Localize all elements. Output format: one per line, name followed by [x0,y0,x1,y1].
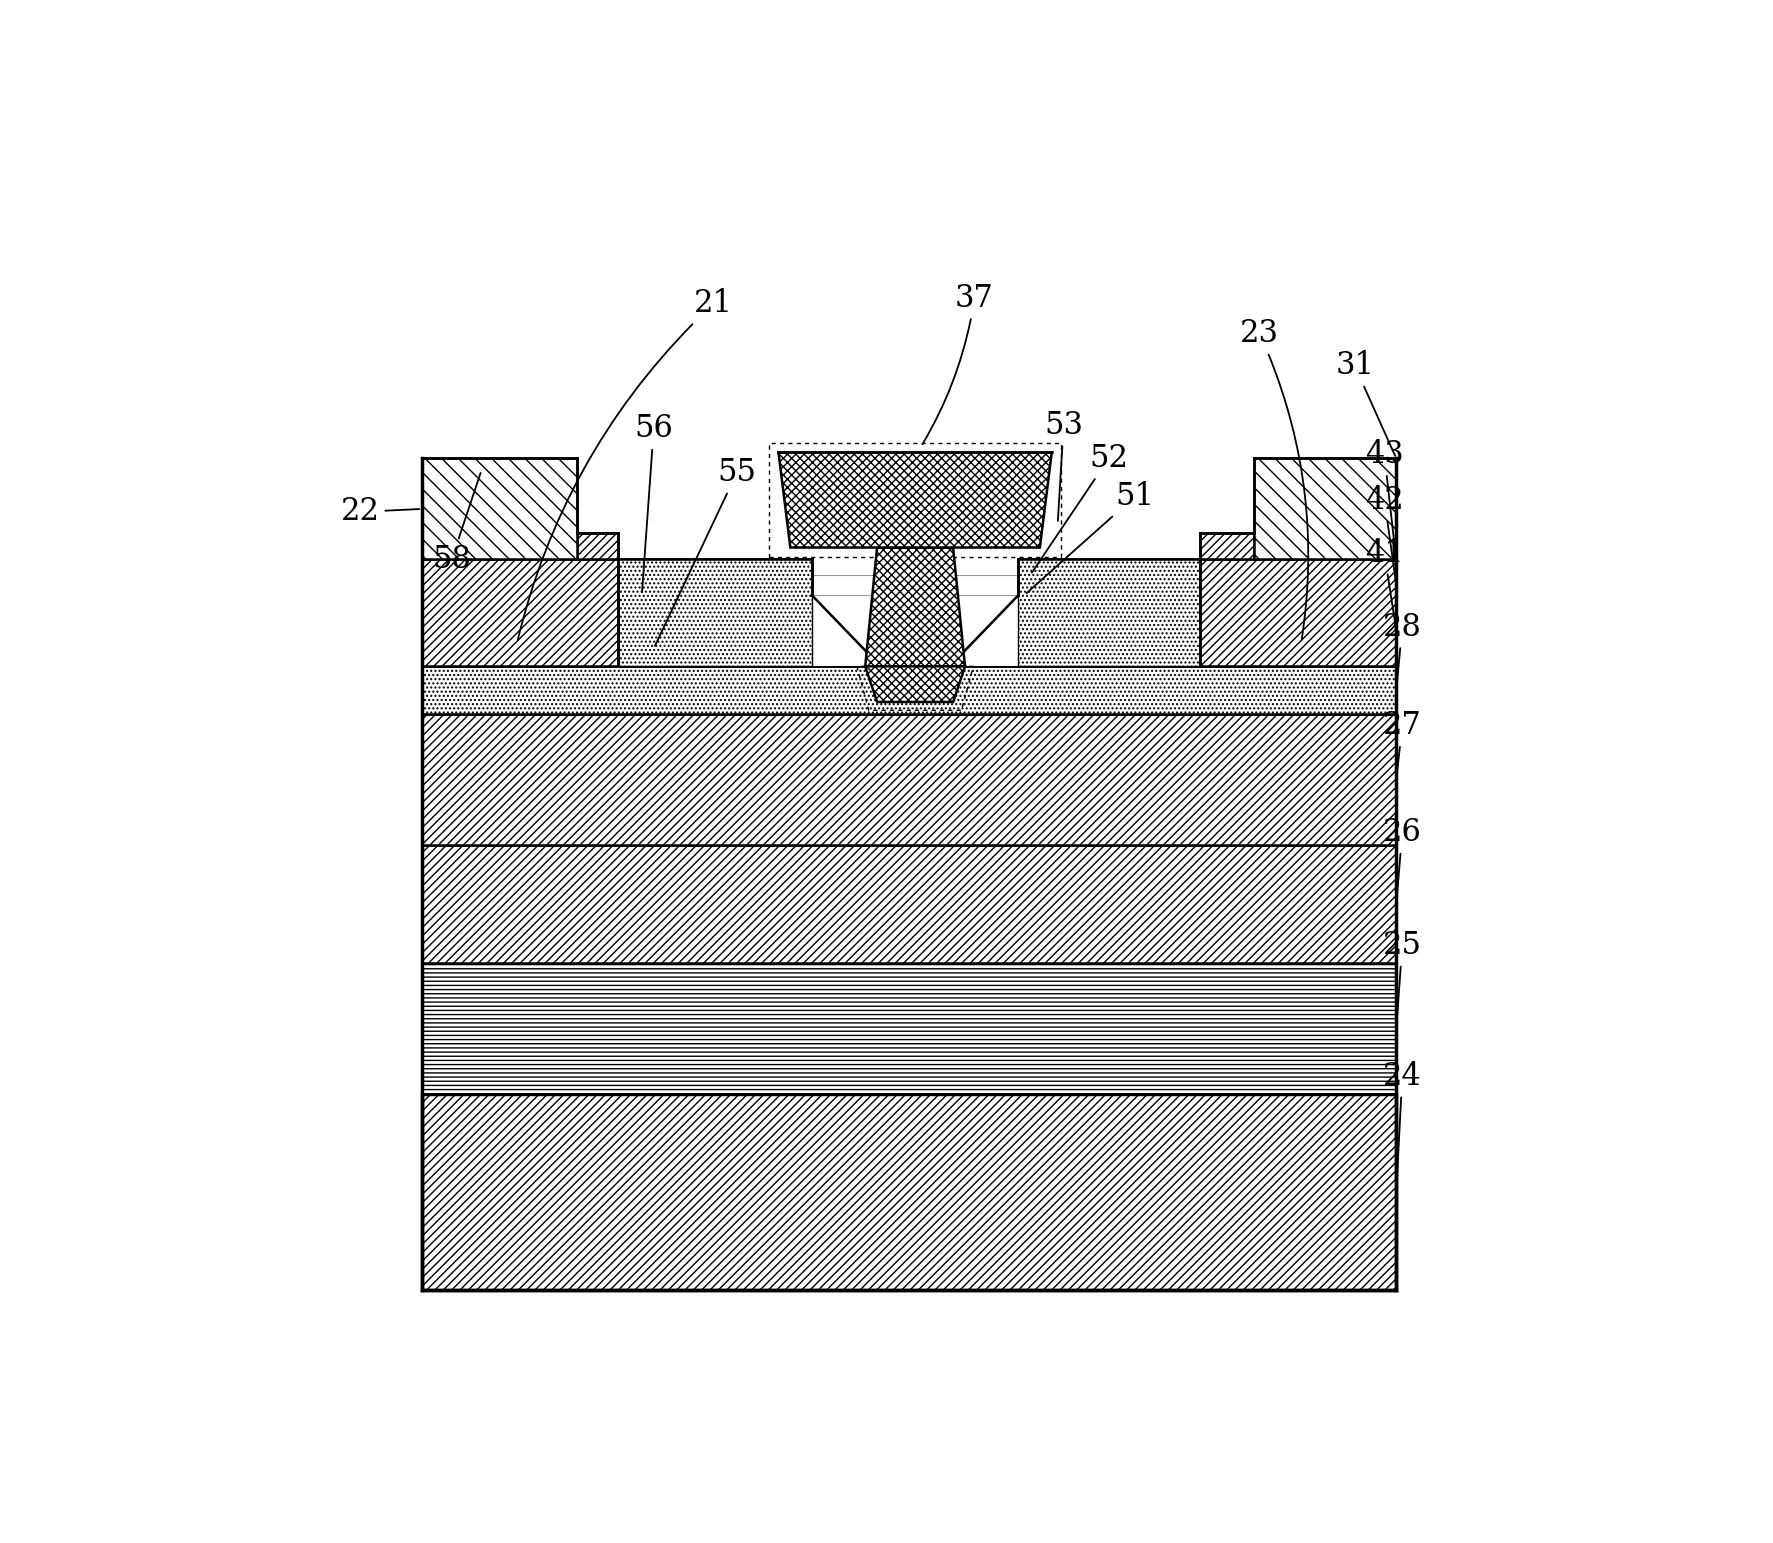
Bar [422,963,1395,1094]
Polygon shape [778,452,1051,548]
Bar [422,576,1395,596]
Text: 51: 51 [1027,481,1154,593]
Bar [1018,560,1200,667]
Bar [617,560,812,667]
Bar [422,560,1395,576]
Bar [422,714,1395,844]
Text: 26: 26 [1381,818,1420,901]
Bar [422,596,1395,667]
Text: 55: 55 [654,457,755,647]
Text: 41: 41 [1363,539,1402,628]
Text: 27: 27 [1381,710,1420,776]
Polygon shape [865,548,965,667]
Bar [576,534,617,560]
Text: 52: 52 [1032,443,1128,572]
Bar [422,458,576,560]
Text: 28: 28 [1381,611,1420,687]
Text: 53: 53 [1044,409,1083,522]
Text: 23: 23 [1239,318,1307,640]
Bar [422,1094,1395,1290]
Text: 25: 25 [1381,930,1420,1026]
Text: 58: 58 [433,474,480,576]
Bar [422,844,1395,963]
Text: 21: 21 [518,289,732,640]
Bar [812,557,1018,667]
Bar [1200,534,1254,560]
Bar [1200,560,1395,667]
Text: 24: 24 [1383,1060,1420,1190]
Bar [1254,458,1395,560]
Text: 42: 42 [1363,485,1402,582]
Text: 22: 22 [340,497,418,528]
Bar [422,667,1395,714]
Polygon shape [865,667,965,702]
Text: 31: 31 [1335,350,1394,455]
Text: 37: 37 [922,282,993,444]
Polygon shape [865,667,965,702]
Bar [422,560,617,667]
Text: 43: 43 [1363,440,1402,559]
Text: 56: 56 [635,414,672,593]
